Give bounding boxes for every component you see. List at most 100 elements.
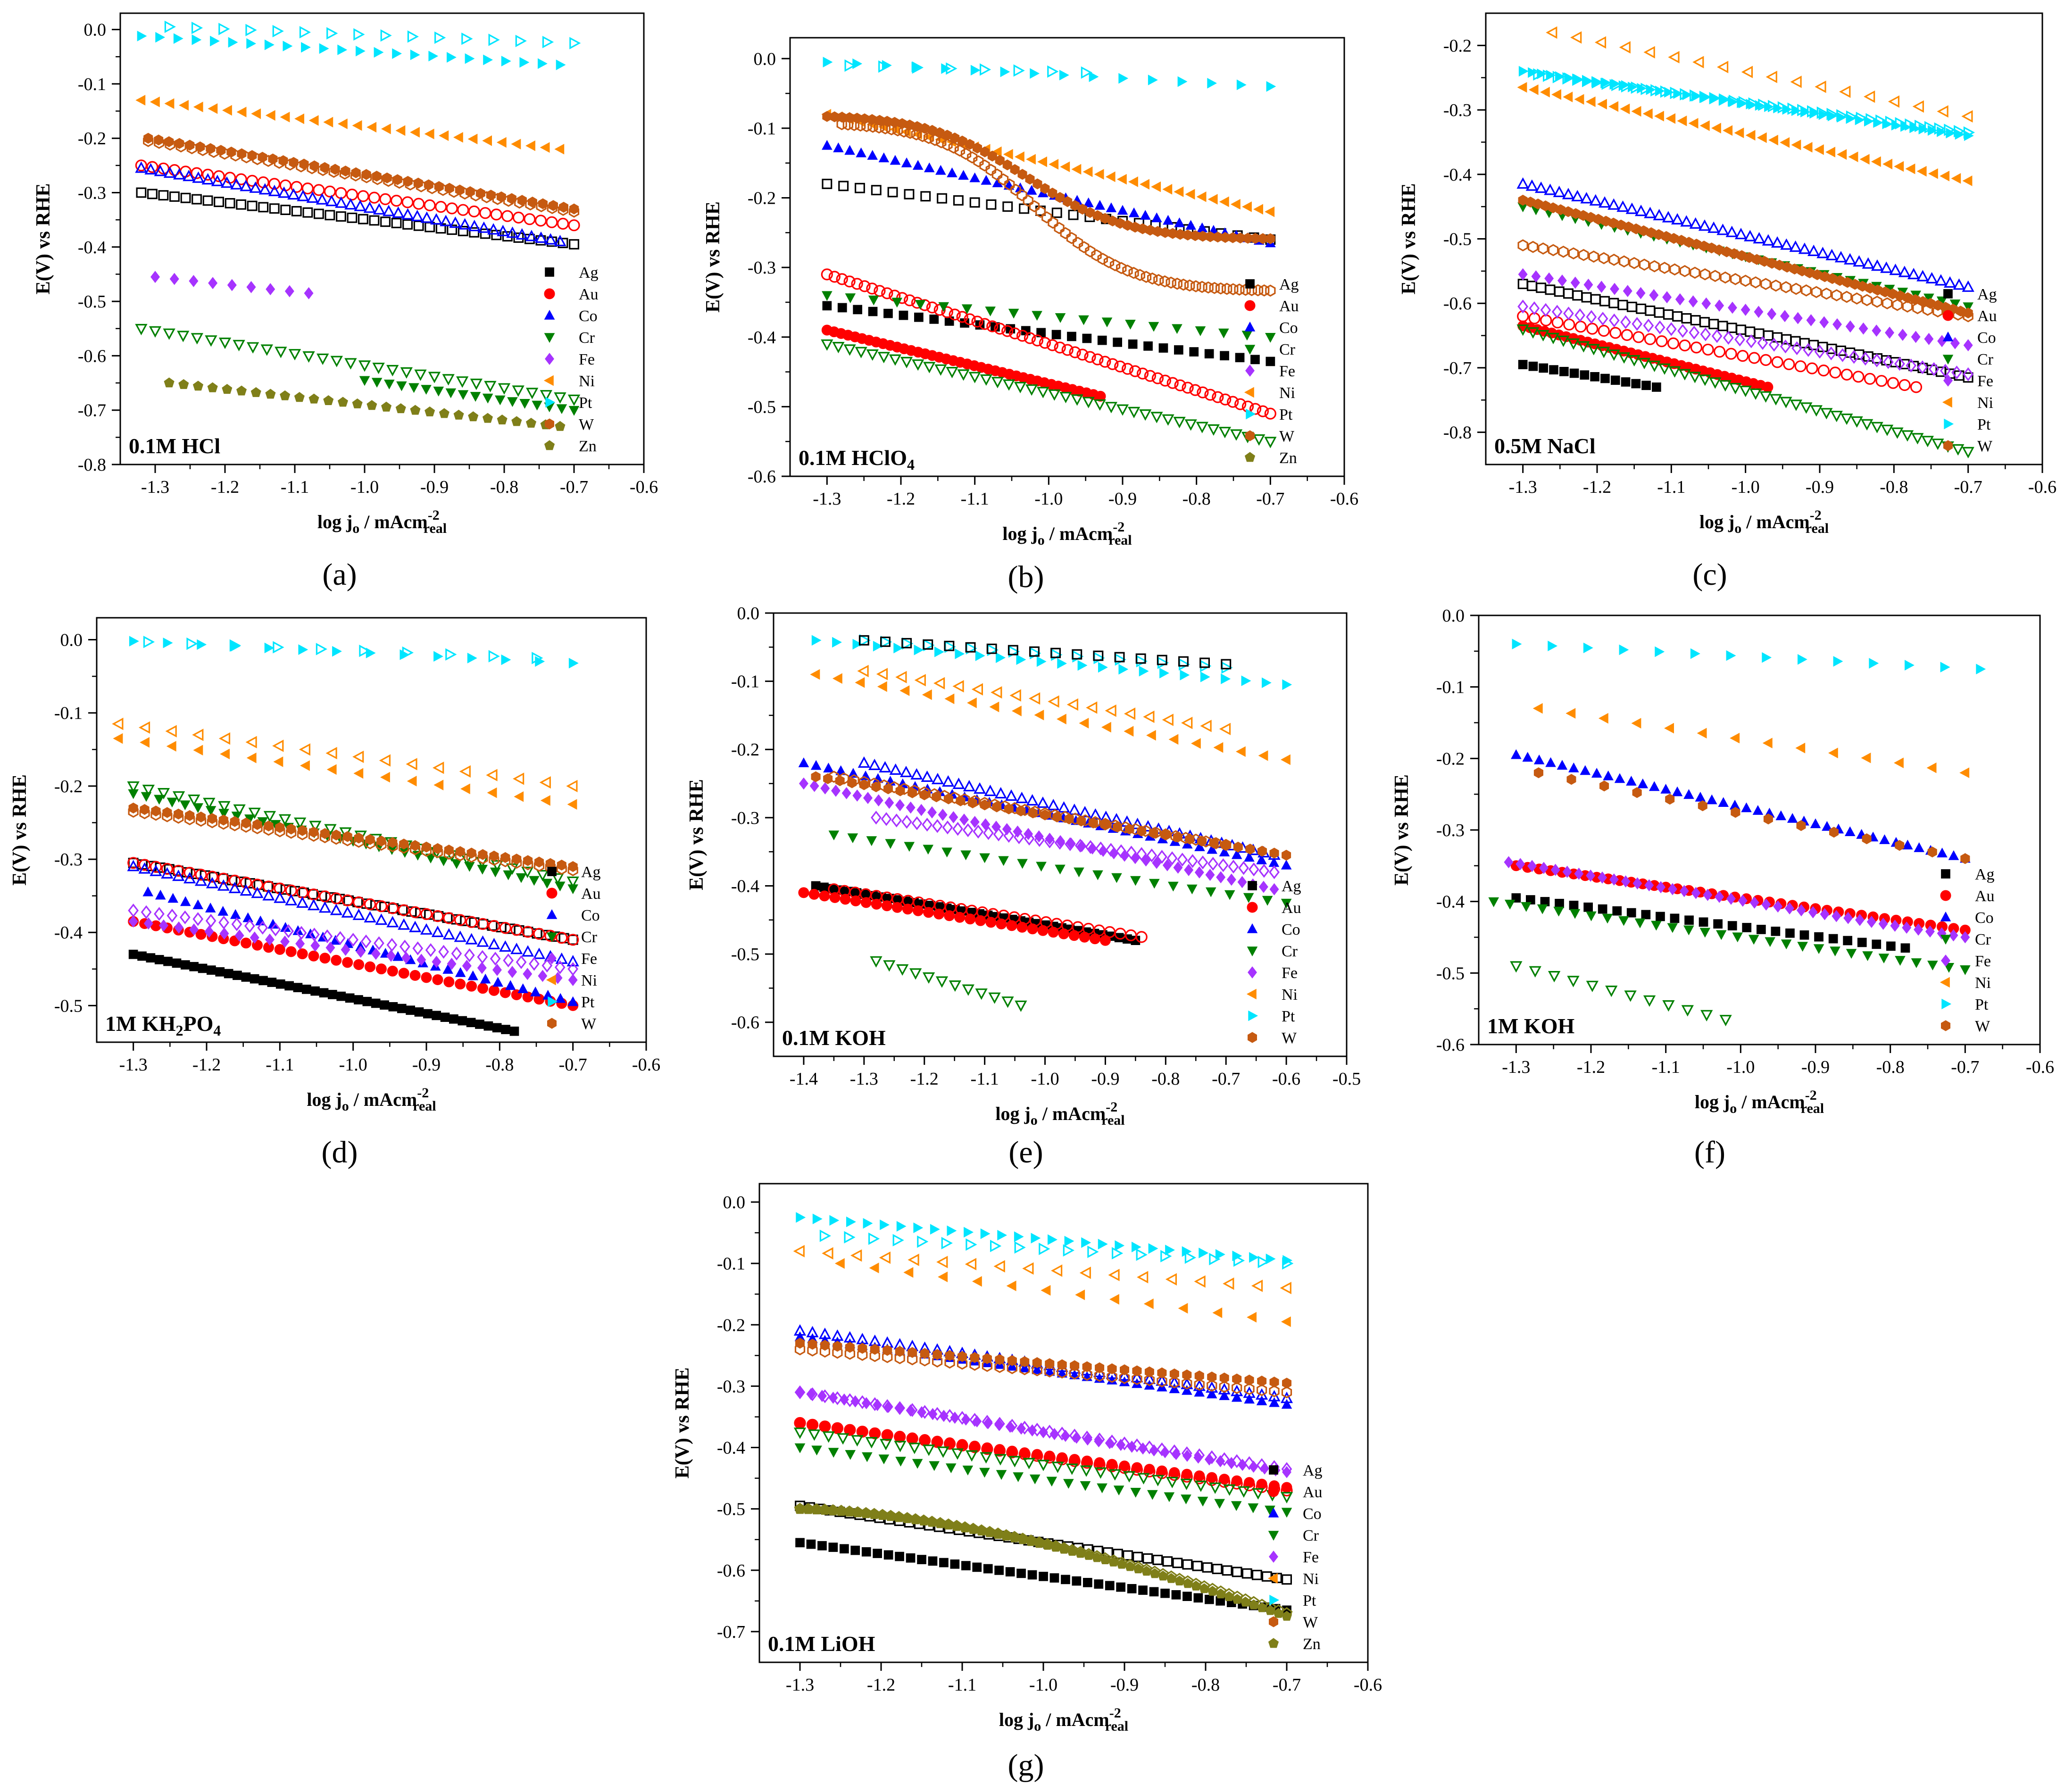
data-point-au xyxy=(1181,1468,1192,1480)
data-point-pt xyxy=(1856,112,1867,124)
data-point-w xyxy=(140,804,150,815)
data-point-zn xyxy=(967,1523,979,1534)
data-point-ag xyxy=(1654,307,1665,318)
data-point-fe xyxy=(1832,910,1841,922)
data-point-ag xyxy=(1261,1571,1272,1582)
data-point-fe xyxy=(266,283,275,296)
data-point-pt xyxy=(1016,654,1026,665)
x-tick-label: -1.3 xyxy=(850,1069,878,1089)
data-point-fe xyxy=(950,1411,960,1424)
data-layer xyxy=(112,636,579,1036)
legend-label-ag: Ag xyxy=(1279,276,1299,293)
data-point-w xyxy=(1850,279,1860,290)
data-point-w xyxy=(1207,1371,1217,1383)
data-point-au xyxy=(240,876,252,889)
data-point-fe xyxy=(1632,877,1642,890)
data-point-fe xyxy=(1574,867,1584,880)
data-point-cr xyxy=(1186,884,1198,895)
data-point-fe xyxy=(227,279,237,291)
series-cr-open xyxy=(127,781,579,888)
data-point-w xyxy=(522,858,533,871)
x-tick-label: -0.8 xyxy=(485,1055,514,1075)
data-point-co xyxy=(1280,1392,1293,1403)
data-point-fe xyxy=(832,1391,843,1405)
data-point-ag xyxy=(1002,201,1013,212)
data-point-ag xyxy=(920,191,931,202)
data-point-fe xyxy=(1656,881,1666,894)
data-point-zn xyxy=(926,1516,938,1527)
data-point-ag xyxy=(1097,335,1107,345)
data-point-w xyxy=(967,151,978,164)
data-point-ni xyxy=(1734,127,1744,139)
data-point-au xyxy=(1046,339,1058,351)
data-point-pt xyxy=(283,41,293,51)
legend-label-pt: Pt xyxy=(579,394,592,412)
data-point-ag xyxy=(1174,345,1183,355)
data-point-pt xyxy=(896,1221,907,1232)
data-point-ag xyxy=(1772,332,1782,343)
data-point-ag xyxy=(895,1551,904,1561)
data-point-ni xyxy=(433,762,444,774)
data-point-ag xyxy=(854,183,865,193)
data-point-w xyxy=(1019,1363,1030,1376)
data-point-fe xyxy=(917,1406,927,1419)
data-point-co xyxy=(1771,236,1784,248)
data-point-w xyxy=(1245,844,1255,855)
data-point-pt xyxy=(1944,124,1956,136)
data-point-cr xyxy=(1962,447,1974,459)
data-point-cr xyxy=(1739,385,1752,398)
data-point-ag xyxy=(904,189,915,199)
x-tick-label: -0.8 xyxy=(1191,1675,1220,1695)
data-point-pt xyxy=(1650,84,1662,97)
data-point-pt xyxy=(1207,78,1217,89)
series-cr-solid xyxy=(359,376,580,416)
electrolyte-label: 0.5M NaCl xyxy=(1494,434,1596,458)
data-point-cr xyxy=(521,866,534,879)
data-point-co xyxy=(217,879,230,891)
series-w-open xyxy=(836,118,1276,297)
data-point-w xyxy=(284,158,296,171)
data-point-fe xyxy=(982,1415,993,1429)
data-point-zn xyxy=(1264,1601,1276,1613)
data-point-cr xyxy=(1586,980,1599,992)
data-point-pt xyxy=(941,1236,953,1250)
legend-label-au: Au xyxy=(1279,298,1299,315)
data-point-au xyxy=(257,176,269,189)
x-tick-label: -1.3 xyxy=(1509,477,1537,497)
data-point-fe xyxy=(1866,915,1876,928)
data-point-co xyxy=(1107,1375,1117,1385)
data-point-ag xyxy=(868,307,878,316)
data-point-ni xyxy=(1768,134,1778,146)
data-point-ag xyxy=(929,315,939,324)
data-point-co xyxy=(1580,765,1591,775)
data-point-ni xyxy=(1745,130,1756,141)
legend-marker-ni xyxy=(1940,977,1950,988)
data-point-zn xyxy=(337,397,348,407)
data-point-pt xyxy=(975,650,985,661)
data-point-w xyxy=(1684,237,1694,248)
legend-label-cr: Cr xyxy=(579,329,595,347)
data-point-w xyxy=(1132,1373,1142,1385)
data-point-pt xyxy=(197,639,207,650)
data-point-fe xyxy=(1843,912,1853,924)
data-point-cr xyxy=(1891,427,1904,439)
legend-label-ag: Ag xyxy=(1303,1462,1323,1479)
data-point-ni xyxy=(1654,110,1664,122)
data-point-w xyxy=(1720,271,1731,284)
data-point-ag xyxy=(136,187,147,198)
data-point-ni xyxy=(459,765,471,778)
data-point-pt xyxy=(1963,126,1975,139)
data-point-fe xyxy=(1608,313,1620,328)
data-point-w xyxy=(849,119,860,131)
data-point-w xyxy=(919,786,930,799)
data-point-fe xyxy=(1269,865,1280,879)
data-point-ni xyxy=(1057,713,1066,725)
x-axis-label: log jo / mAcm-2 real xyxy=(1695,1087,1824,1116)
data-point-ag xyxy=(1569,368,1579,378)
data-point-w xyxy=(1085,245,1096,257)
data-point-cr xyxy=(541,879,553,889)
data-point-fe xyxy=(246,281,256,293)
data-point-w xyxy=(432,846,443,858)
data-point-co xyxy=(1553,185,1565,197)
data-point-w xyxy=(328,166,339,178)
